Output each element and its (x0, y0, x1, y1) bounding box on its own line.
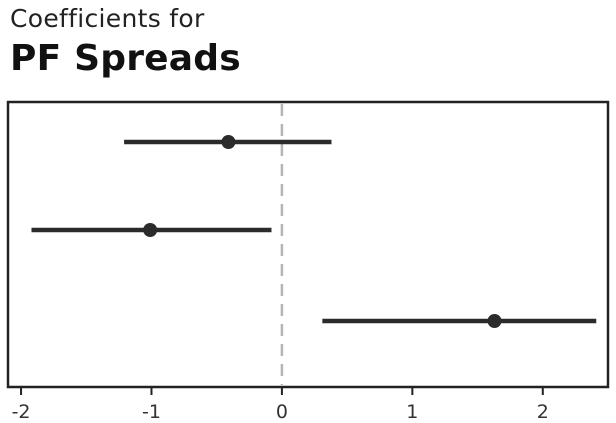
title-block: Coefficients for PF Spreads (10, 2, 241, 82)
confidence-intervals (31, 139, 597, 324)
plot-frame (6, 100, 610, 389)
chart-title: PF Spreads (10, 38, 241, 79)
coefficient-point-0 (221, 135, 236, 149)
coefficient-point-1 (143, 223, 158, 237)
coefficient-point-2 (487, 314, 502, 328)
x-tick-label-1: -1 (142, 401, 161, 423)
x-tick-label-0: -2 (12, 401, 31, 423)
chart-subtitle: Coefficients for (10, 4, 205, 33)
x-tick-label-2: 0 (276, 401, 288, 423)
x-axis-ticks: -2 -1 0 1 2 (12, 387, 549, 423)
x-tick-label-3: 1 (406, 401, 418, 423)
x-tick-label-4: 2 (537, 401, 549, 423)
coefficient-markers (143, 135, 502, 328)
